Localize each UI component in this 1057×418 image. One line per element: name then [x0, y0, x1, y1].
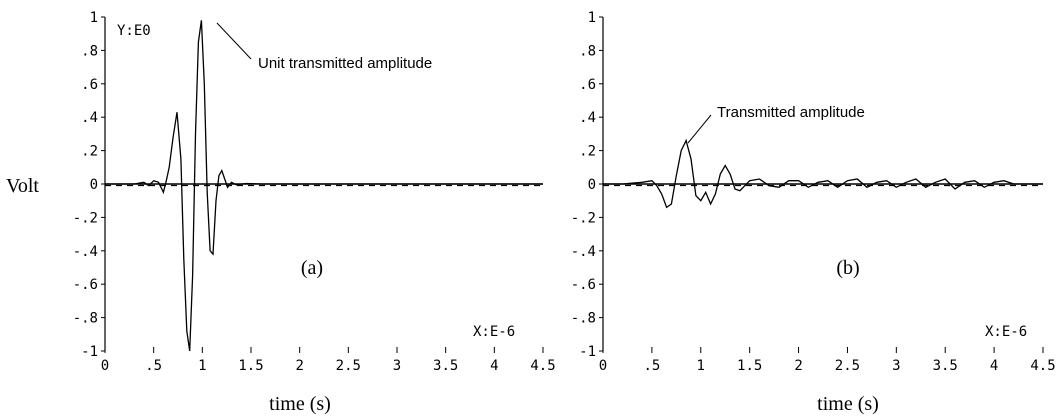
signal-trace-b [603, 138, 1043, 209]
y-tick-label: -.4 [571, 244, 596, 260]
x-scale-note: X:E-6 [985, 324, 1027, 340]
y-tick-label: .8 [81, 43, 98, 59]
panel-label: (b) [836, 257, 859, 279]
x-tick-label: 4.5 [1030, 358, 1055, 374]
y-tick-label: -.4 [73, 244, 98, 260]
y-tick-label: -.8 [73, 311, 98, 327]
y-tick-label: -.8 [571, 311, 596, 327]
y-tick-label: 1 [90, 10, 98, 26]
x-tick-label: .5 [643, 358, 660, 374]
y-tick-label: 1 [588, 10, 596, 26]
y-tick-label: -1 [81, 344, 98, 360]
y-tick-label: .2 [579, 144, 596, 160]
x-tick-label: 1.5 [737, 358, 762, 374]
y-tick-label: .6 [579, 77, 596, 93]
y-tick-label: 0 [90, 177, 98, 193]
x-axis-title: time (s) [817, 393, 879, 415]
x-tick-label: 2.5 [835, 358, 860, 374]
annotation-leader [687, 114, 712, 144]
x-tick-label: 0 [101, 358, 109, 374]
y-tick-label: -.2 [571, 210, 596, 226]
x-scale-note: X:E-6 [473, 324, 515, 340]
y-tick-label: .6 [81, 77, 98, 93]
y-tick-label: -.2 [73, 210, 98, 226]
y-axis-label: Volt [6, 175, 39, 197]
annotation-label: Unit transmitted amplitude [258, 55, 432, 72]
x-tick-label: 3.5 [433, 358, 458, 374]
x-tick-label: 1 [697, 358, 705, 374]
x-tick-label: 1.5 [238, 358, 263, 374]
y-tick-label: .8 [579, 43, 596, 59]
y-scale-note: Y:E0 [117, 23, 151, 39]
y-tick-label: -.6 [73, 277, 98, 293]
x-tick-label: 4 [990, 358, 998, 374]
x-tick-label: 3 [892, 358, 900, 374]
x-tick-label: 4 [490, 358, 498, 374]
y-tick-label: .4 [579, 110, 596, 126]
x-tick-label: 1 [198, 358, 206, 374]
x-tick-label: 0 [599, 358, 607, 374]
annotation-leader [216, 22, 252, 60]
panel-label: (a) [301, 257, 323, 279]
y-tick-label: -.6 [571, 277, 596, 293]
annotation-label: Transmitted amplitude [717, 104, 865, 121]
y-tick-label: .2 [81, 144, 98, 160]
chart-panel-a: 1.8.6.4.20-.2-.4-.6-.8-10.5 1 1.5 2 2.5 3 3.5 4… [73, 10, 556, 415]
y-tick-label: .4 [81, 110, 98, 126]
x-tick-label: 2.5 [336, 358, 361, 374]
x-tick-label: 2 [794, 358, 802, 374]
y-tick-label: -1 [579, 344, 596, 360]
signal-trace-a [105, 20, 543, 352]
x-tick-label: 3.5 [933, 358, 958, 374]
y-tick-label: 0 [588, 177, 596, 193]
x-tick-label: 4.5 [530, 358, 555, 374]
x-tick-label: .5 [145, 358, 162, 374]
chart-panel-b: 1.8.6.4.20-.2-.4-.6-.8-10.5 1 1.5 2 2.5 3 3.5 4… [571, 10, 1056, 415]
x-tick-label: 2 [295, 358, 303, 374]
x-axis-title: time (s) [269, 393, 331, 415]
x-tick-label: 3 [393, 358, 401, 374]
